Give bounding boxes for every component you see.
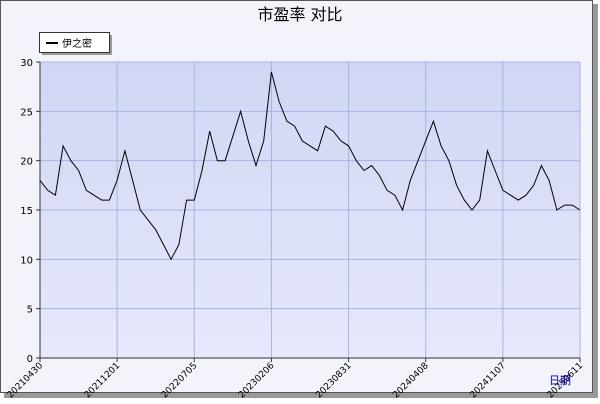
y-tick-label: 0	[27, 354, 33, 365]
legend-label: 伊之密	[62, 37, 92, 50]
series-line	[39, 71, 581, 261]
legend-box	[39, 32, 110, 53]
x-axis-label: 日期	[549, 374, 571, 387]
y-tick-label: 5	[27, 305, 33, 316]
y-tick-label: 30	[20, 58, 33, 69]
y-tick-label: 15	[20, 206, 33, 217]
chart-title: 市盈率 对比	[257, 5, 342, 24]
y-tick-label: 20	[20, 157, 33, 168]
y-tick-label: 25	[20, 107, 33, 118]
y-tick-label: 10	[20, 255, 33, 266]
legend: 伊之密	[39, 32, 112, 55]
